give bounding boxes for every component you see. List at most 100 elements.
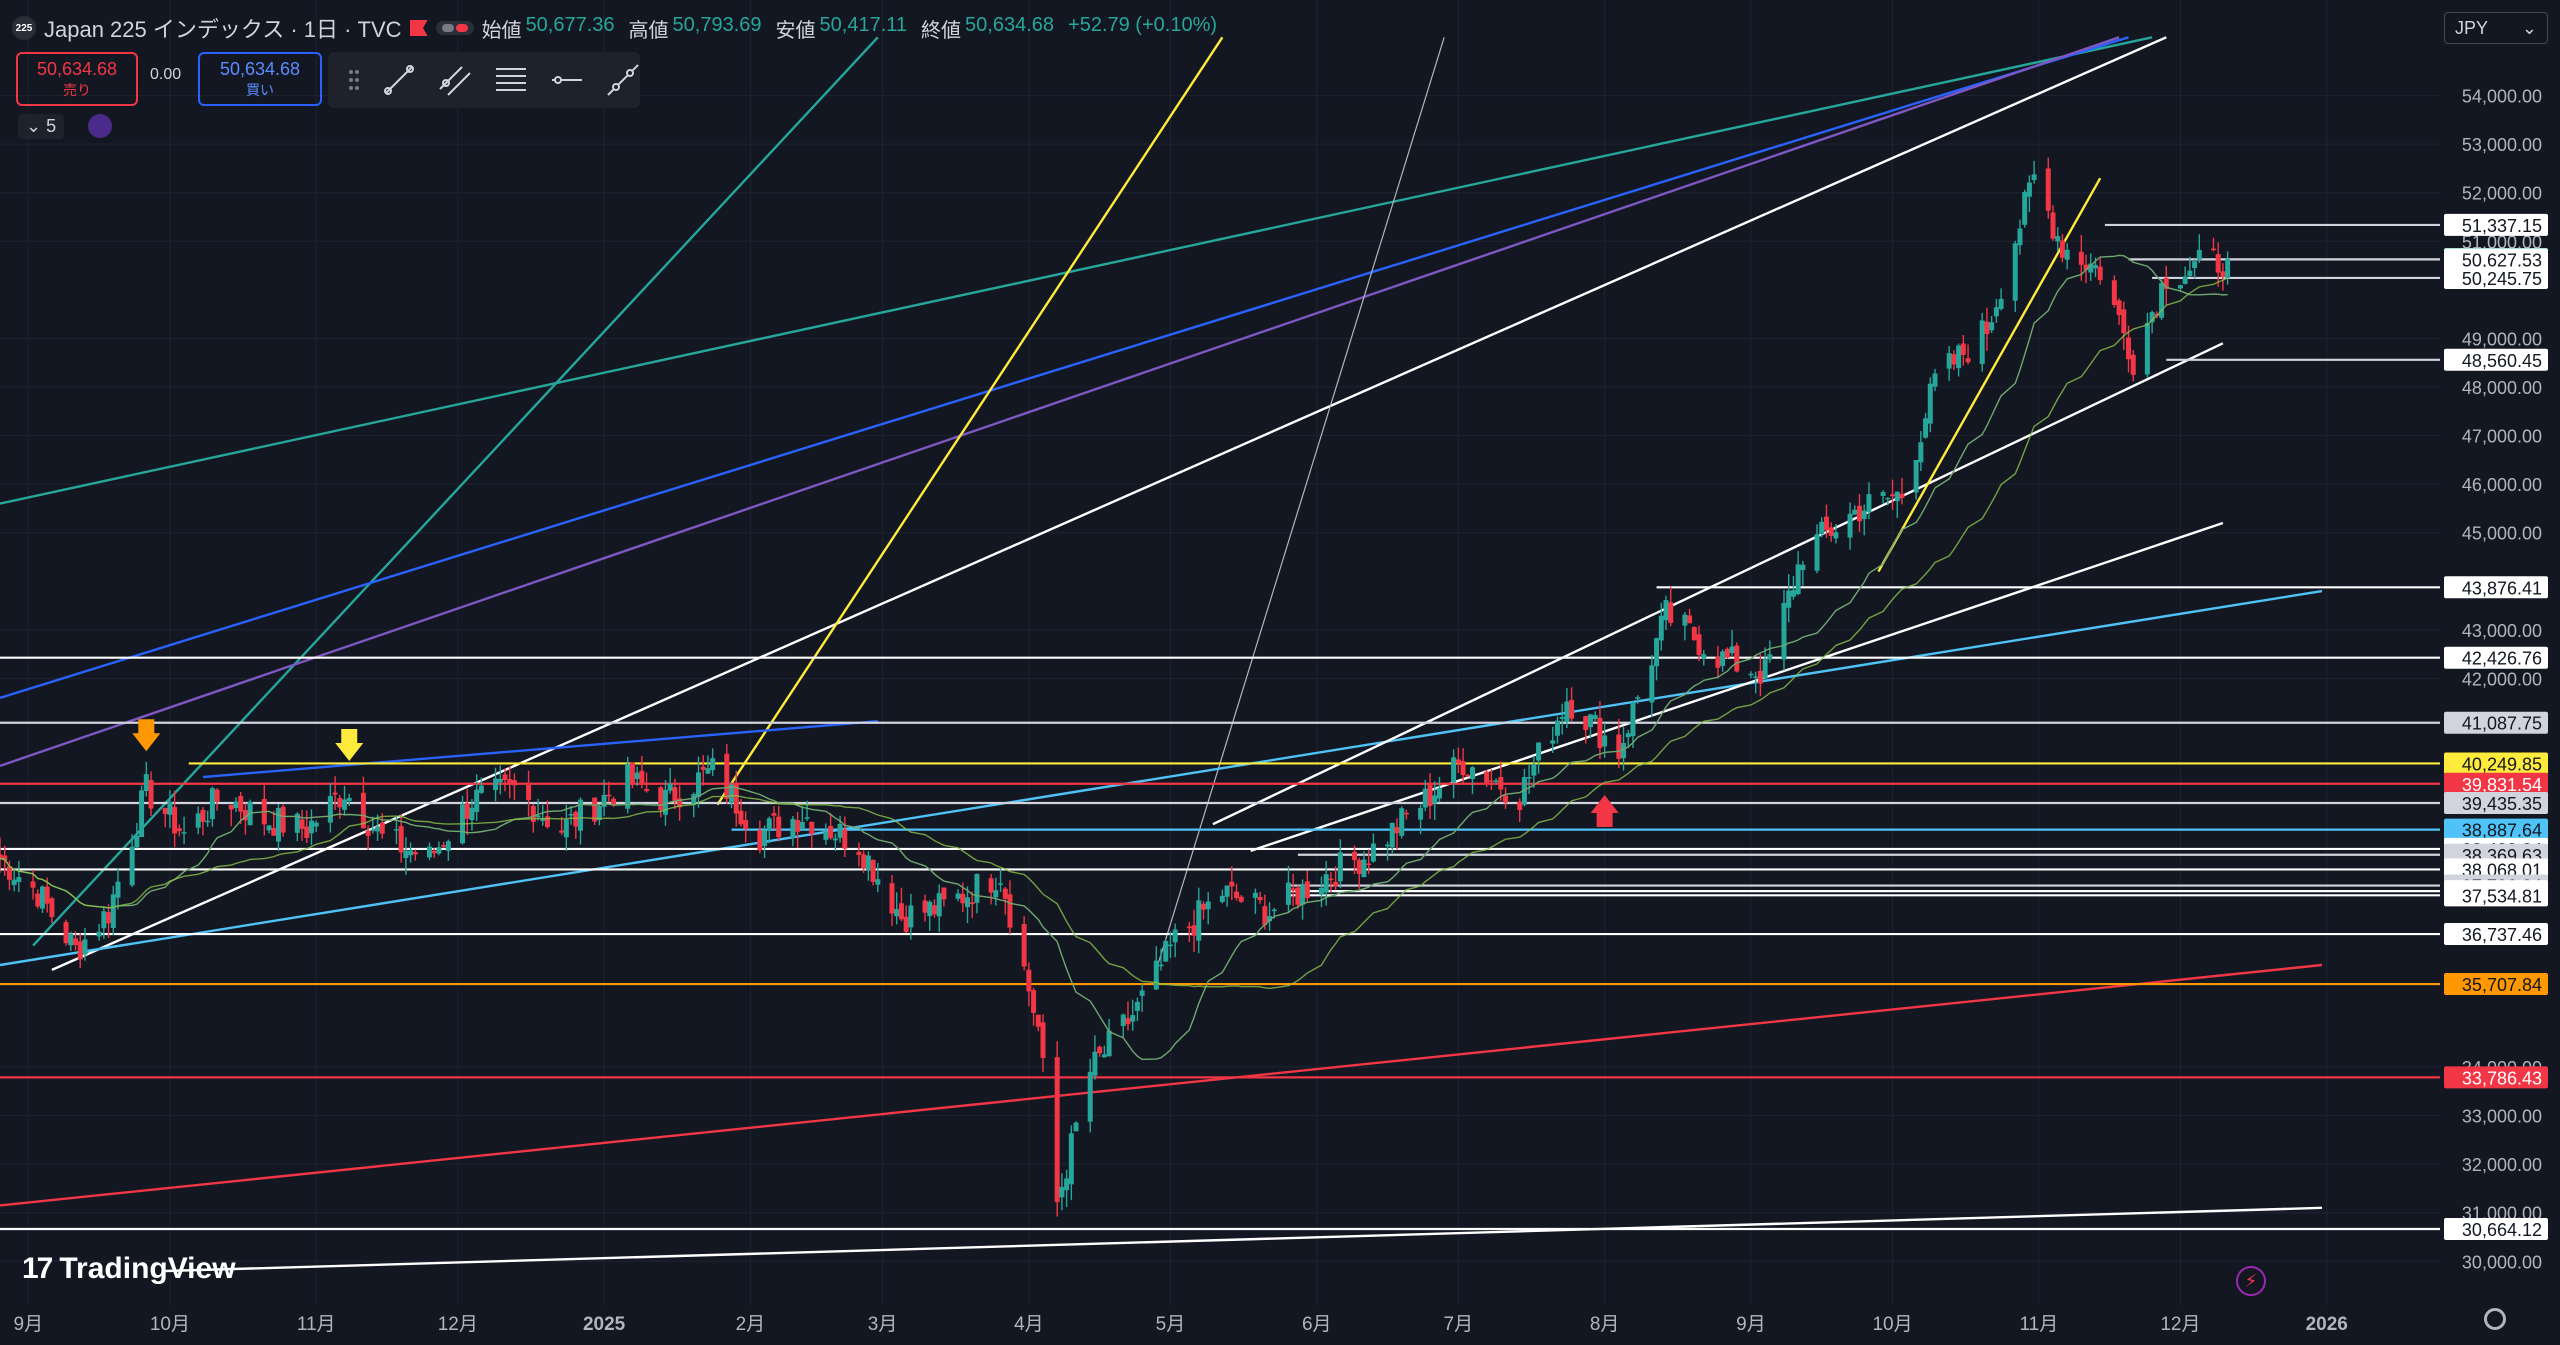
tradingview-logo[interactable]: 17 TradingView bbox=[22, 1252, 236, 1286]
ray-tool-icon[interactable] bbox=[606, 63, 640, 97]
price-tag[interactable] bbox=[2444, 884, 2548, 907]
candle-body bbox=[559, 830, 565, 833]
gear-icon[interactable] bbox=[2484, 1308, 2506, 1330]
ohlc-readout: 始値 50,677.36 高値 50,793.69 安値 50,417.11 終… bbox=[482, 14, 1217, 43]
trend-line[interactable] bbox=[0, 963, 2323, 1207]
trend-line[interactable] bbox=[0, 36, 2129, 700]
buy-button[interactable]: 50,634.68 買い bbox=[198, 52, 322, 106]
arrow-down-marker[interactable] bbox=[335, 729, 364, 762]
bolt-icon[interactable]: ⚡ bbox=[2236, 1266, 2266, 1296]
candle-body bbox=[596, 806, 602, 821]
price-tag[interactable] bbox=[2444, 973, 2548, 996]
candle-body bbox=[2144, 322, 2150, 375]
currency-select[interactable]: JPY ⌄ bbox=[2444, 12, 2548, 44]
time-axis[interactable] bbox=[0, 1305, 2560, 1345]
candle-body bbox=[308, 820, 314, 834]
candle-body bbox=[955, 893, 961, 899]
candle-body bbox=[1691, 626, 1697, 641]
channel-tool-icon[interactable] bbox=[438, 63, 472, 97]
candle-body bbox=[1267, 916, 1273, 922]
candle-body bbox=[214, 789, 220, 802]
candle-body bbox=[1668, 602, 1674, 623]
sell-button[interactable]: 50,634.68 売り bbox=[16, 52, 138, 106]
candle-body bbox=[1503, 795, 1509, 803]
price-tag[interactable] bbox=[2444, 772, 2548, 795]
price-tag[interactable] bbox=[2444, 266, 2548, 289]
layers-toggle[interactable]: ⌄ 5 bbox=[18, 114, 65, 139]
drag-handle-icon[interactable] bbox=[348, 63, 360, 97]
candle-body bbox=[1134, 1001, 1140, 1011]
price-tag[interactable] bbox=[2444, 792, 2548, 815]
trend-line[interactable] bbox=[1250, 521, 2224, 853]
trend-line[interactable] bbox=[1212, 342, 2224, 826]
trend-line[interactable] bbox=[0, 36, 2153, 505]
sync-icon[interactable] bbox=[88, 114, 112, 138]
candle-body bbox=[1993, 307, 1999, 317]
arrow-up-marker[interactable] bbox=[1590, 795, 1619, 828]
candle-body bbox=[0, 854, 3, 859]
price-tag[interactable] bbox=[2444, 1066, 2548, 1089]
candle-body bbox=[1800, 564, 1806, 571]
symbol-header[interactable]: 225 Japan 225 インデックス · 1日 · TVC 始値 50,67… bbox=[12, 12, 1217, 44]
candle-body bbox=[1786, 590, 1792, 608]
candle-body bbox=[2026, 182, 2032, 197]
candle-body bbox=[1455, 759, 1461, 764]
price-tag[interactable] bbox=[2444, 711, 2548, 734]
candle-body bbox=[662, 789, 668, 815]
trend-line[interactable] bbox=[51, 36, 2167, 971]
trend-line-tool-icon[interactable] bbox=[382, 63, 416, 97]
price-tag[interactable] bbox=[2444, 248, 2548, 271]
candle-body bbox=[1262, 906, 1268, 925]
candle-body bbox=[1989, 322, 1995, 331]
candle-body bbox=[1271, 909, 1277, 912]
flag-icon[interactable] bbox=[409, 20, 428, 36]
trend-line[interactable] bbox=[1877, 177, 2102, 573]
price-tag[interactable] bbox=[2444, 348, 2548, 371]
candle-body bbox=[327, 795, 333, 823]
trend-line[interactable] bbox=[1155, 37, 1445, 971]
candle-body bbox=[63, 922, 69, 944]
candle-body bbox=[398, 826, 404, 853]
trend-line[interactable] bbox=[0, 589, 2323, 967]
candle-body bbox=[426, 846, 432, 858]
candle-body bbox=[969, 902, 975, 905]
candle-body bbox=[1352, 851, 1358, 861]
candle-body bbox=[644, 789, 650, 792]
visibility-toggle[interactable] bbox=[435, 21, 474, 35]
price-tag[interactable] bbox=[2444, 213, 2548, 236]
trend-line[interactable] bbox=[202, 719, 878, 779]
candle-body bbox=[700, 766, 706, 770]
candle-body bbox=[1493, 780, 1499, 783]
candle-body bbox=[1234, 891, 1240, 898]
horizontal-ray-tool-icon[interactable] bbox=[550, 63, 584, 97]
price-tag[interactable] bbox=[2444, 818, 2548, 841]
fib-tool-icon[interactable] bbox=[494, 63, 528, 97]
candle-body bbox=[1087, 1071, 1093, 1122]
x-tick-label: 9月 bbox=[1736, 1314, 1766, 1335]
trend-line[interactable] bbox=[165, 1206, 2323, 1273]
trend-line[interactable] bbox=[0, 36, 2120, 768]
candle-body bbox=[1696, 634, 1702, 655]
drawing-toolbar bbox=[328, 52, 640, 108]
price-tag[interactable] bbox=[2444, 923, 2548, 946]
candle-body bbox=[1531, 764, 1537, 776]
candle-body bbox=[337, 797, 343, 808]
candle-body bbox=[1120, 1014, 1126, 1027]
price-tag[interactable] bbox=[2444, 646, 2548, 669]
price-tag-label: 38,887.64 bbox=[2462, 821, 2542, 841]
price-tag[interactable] bbox=[2444, 752, 2548, 775]
trend-line[interactable] bbox=[32, 36, 879, 947]
candle-body bbox=[1370, 843, 1376, 862]
candle-body bbox=[1621, 742, 1627, 759]
price-tag[interactable] bbox=[2444, 576, 2548, 599]
candle-body bbox=[106, 912, 112, 924]
price-tag[interactable] bbox=[2444, 1218, 2548, 1241]
candle-body bbox=[445, 841, 451, 851]
candle-body bbox=[441, 844, 447, 847]
candle-body bbox=[530, 805, 536, 822]
candle-body bbox=[1734, 645, 1740, 672]
symbol-title[interactable]: Japan 225 インデックス · 1日 · TVC bbox=[44, 17, 402, 42]
trend-line[interactable] bbox=[716, 36, 1224, 806]
arrow-down-marker[interactable] bbox=[132, 719, 161, 752]
